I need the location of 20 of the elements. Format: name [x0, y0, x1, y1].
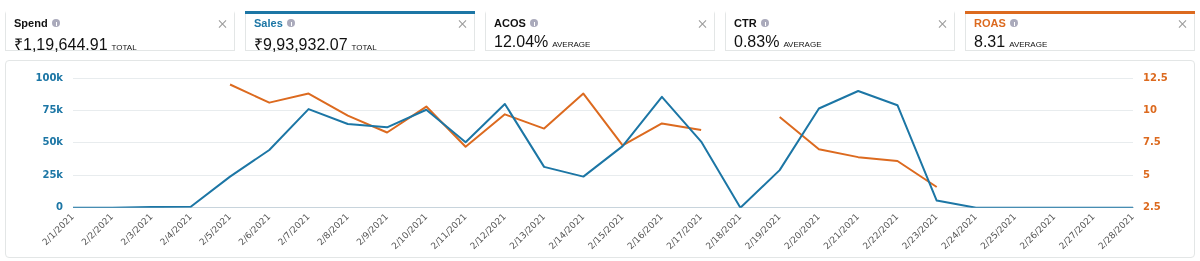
text: CTR: [734, 17, 757, 29]
y2-tick-label: 12.5: [1143, 71, 1168, 83]
text: ₹1,19,644.91 TOTAL: [14, 36, 137, 53]
y-tick-label: 100k: [35, 71, 64, 83]
y-tick-label: 50k: [42, 136, 64, 148]
y2-tick-label: 5: [1143, 168, 1150, 180]
text: ACOS: [494, 17, 526, 29]
y2-tick-label: 10: [1143, 104, 1157, 116]
text: 0.83% AVERAGE: [734, 33, 822, 50]
text: Spend: [14, 17, 48, 29]
text: 8.31 AVERAGE: [974, 33, 1048, 50]
y-tick-label: 75k: [42, 104, 64, 116]
y2-tick-label: 7.5: [1143, 136, 1161, 148]
text: 12.04% AVERAGE: [494, 33, 591, 50]
text: ₹9,93,932.07 TOTAL: [254, 36, 377, 53]
text: ROAS: [974, 17, 1006, 29]
y-tick-label: 25k: [42, 168, 64, 180]
y2-tick-label: 2.5: [1143, 201, 1161, 213]
text: Sales: [254, 17, 283, 29]
y-tick-label: 0: [56, 201, 64, 213]
